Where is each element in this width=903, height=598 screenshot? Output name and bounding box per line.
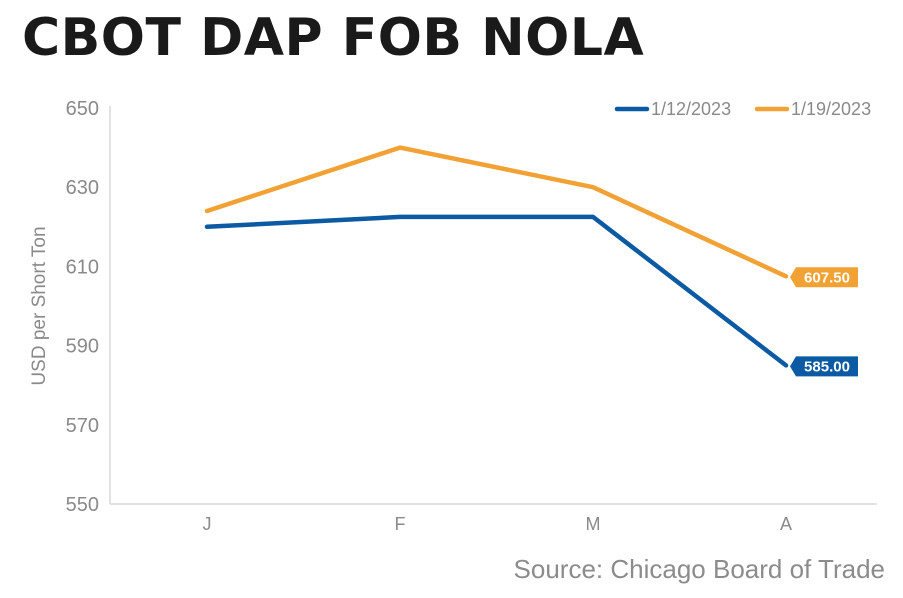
chart-axes <box>109 106 877 505</box>
chart-title: CBOT DAP FOB NOLA <box>22 8 645 68</box>
chart-legend: 1/12/2023 1/19/2023 <box>614 99 871 119</box>
y-axis-label: USD per Short Ton <box>29 226 50 385</box>
y-axis-ticks: 650 630 610 590 570 550 <box>66 98 99 516</box>
callout-value: 607.50 <box>804 269 850 286</box>
x-tick-label: A <box>780 514 792 534</box>
y-tick-label: 630 <box>66 177 99 199</box>
y-tick-label: 590 <box>66 336 99 358</box>
y-tick-label: 650 <box>66 98 99 120</box>
end-value-callout: 607.50 <box>790 267 858 288</box>
legend-label: 1/12/2023 <box>651 99 731 119</box>
y-tick-label: 610 <box>66 256 99 278</box>
series-line-2 <box>204 145 789 279</box>
end-value-callout: 585.00 <box>790 356 858 377</box>
y-tick-label: 570 <box>66 415 99 437</box>
chart-series <box>204 145 789 368</box>
callout-value: 585.00 <box>804 358 850 375</box>
end-value-labels: 585.00 607.50 <box>790 267 858 377</box>
x-tick-label: M <box>586 514 601 534</box>
x-tick-label: F <box>395 514 406 534</box>
legend-label: 1/19/2023 <box>791 99 871 119</box>
y-tick-label: 550 <box>66 494 99 516</box>
callout-shape <box>790 267 858 288</box>
callout-shape <box>790 356 858 377</box>
x-tick-label: J <box>203 514 212 534</box>
source-note: Source: Chicago Board of Trade <box>513 554 885 584</box>
series-line-1 <box>204 214 789 368</box>
